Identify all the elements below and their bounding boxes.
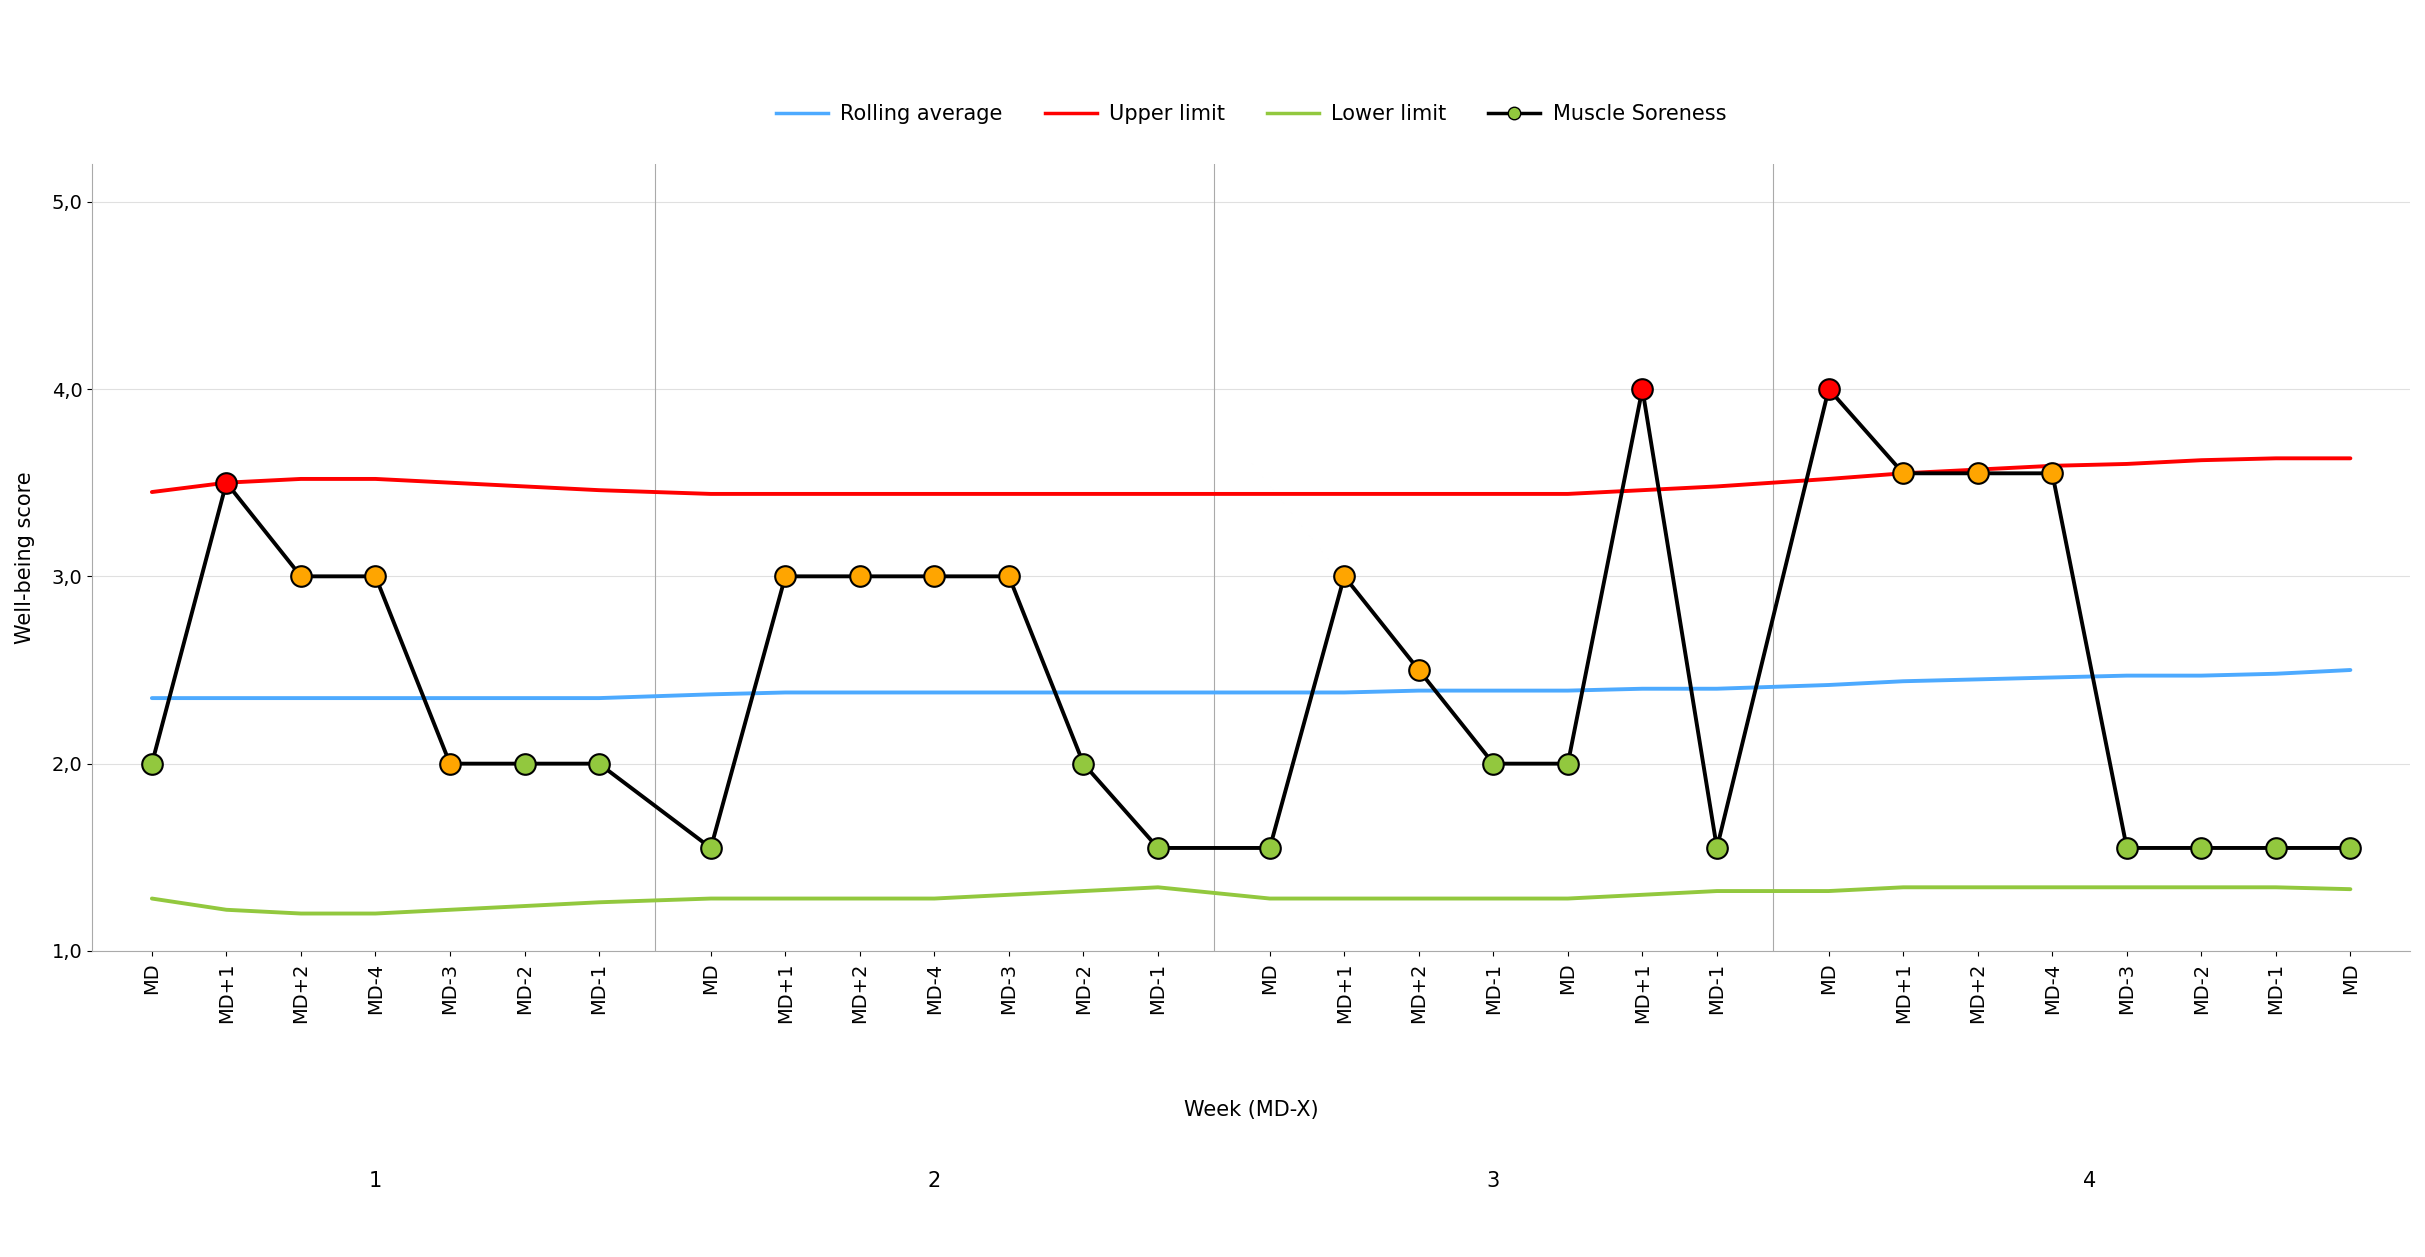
Legend: Rolling average, Upper limit, Lower limit, Muscle Soreness: Rolling average, Upper limit, Lower limi…	[769, 96, 1734, 133]
Text: 3: 3	[1487, 1172, 1501, 1192]
Point	[1474, 754, 1513, 774]
Point	[2107, 838, 2146, 859]
Point	[281, 567, 320, 587]
Point	[914, 567, 953, 587]
Point	[580, 754, 618, 774]
Point	[1550, 754, 1588, 774]
Point	[1622, 378, 1661, 398]
Point	[504, 754, 543, 774]
Point	[1251, 838, 1290, 859]
Point	[1698, 838, 1736, 859]
Point	[206, 473, 245, 493]
Text: 1: 1	[369, 1172, 383, 1192]
Point	[1809, 378, 1848, 398]
Point	[841, 567, 880, 587]
Point	[1324, 567, 1363, 587]
Point	[1959, 464, 1998, 484]
X-axis label: Week (MD-X): Week (MD-X)	[1183, 1100, 1319, 1120]
Point	[2032, 464, 2071, 484]
Point	[766, 567, 805, 587]
Point	[1065, 754, 1103, 774]
Point	[432, 754, 470, 774]
Text: 4: 4	[2083, 1172, 2095, 1192]
Point	[2330, 838, 2369, 859]
Point	[1399, 660, 1438, 680]
Y-axis label: Well-being score: Well-being score	[15, 471, 34, 644]
Text: 2: 2	[929, 1172, 941, 1192]
Point	[2182, 838, 2221, 859]
Point	[2255, 838, 2294, 859]
Point	[356, 567, 395, 587]
Point	[691, 838, 730, 859]
Point	[133, 754, 172, 774]
Point	[1140, 838, 1179, 859]
Point	[1884, 464, 1923, 484]
Point	[989, 567, 1028, 587]
